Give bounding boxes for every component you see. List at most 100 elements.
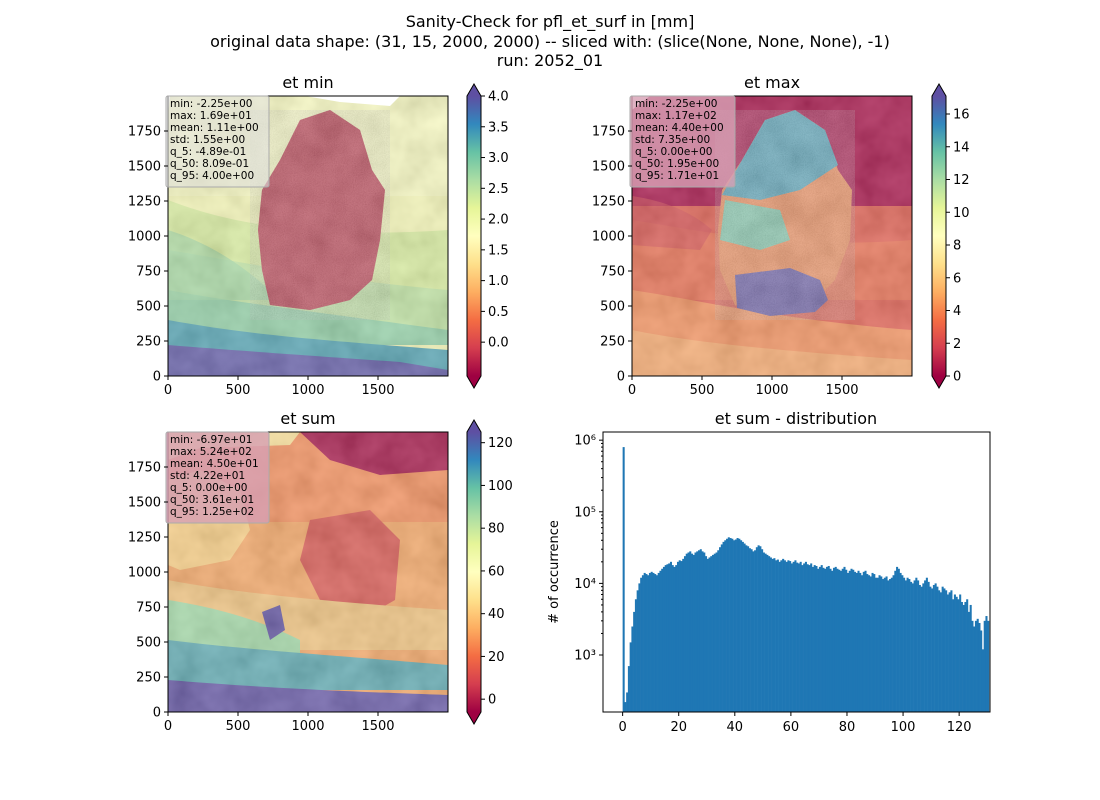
histogram-bar [706, 558, 709, 712]
histogram-bar [759, 546, 762, 712]
histogram-bar [682, 558, 685, 712]
histogram-bar [778, 561, 781, 712]
histogram-bar [671, 565, 674, 712]
histogram-bar [857, 570, 860, 712]
histogram-bar [911, 583, 914, 712]
colorbar-tick-label: 10 [953, 206, 970, 221]
histogram-bar [831, 570, 834, 712]
stats-line: q_95: 1.25e+02 [170, 506, 254, 518]
x-tick-label: 40 [727, 720, 744, 735]
colorbar-tick-label: 2 [953, 337, 961, 352]
histogram-bar [699, 549, 702, 712]
histogram-bar [967, 611, 970, 712]
histogram-bar [885, 576, 888, 712]
histogram-bar [669, 561, 673, 712]
histogram-bar [626, 692, 629, 712]
colorbar-tick-label: 60 [488, 564, 505, 579]
colorbar: 0.0 0.5 1.0 1.5 2.0 2.5 3.0 3.5 4.0 [466, 83, 509, 389]
histogram-bar [934, 583, 937, 712]
figure-title-line-3: run: 2052_01 [496, 51, 604, 70]
histogram-bar [643, 572, 646, 712]
colorbar-gradient [467, 96, 481, 376]
colorbar-extend-min [467, 712, 481, 724]
histogram-bar [652, 572, 655, 712]
histogram-bar [932, 584, 935, 712]
histogram-bar [650, 571, 653, 712]
histogram-bar [859, 572, 862, 712]
histogram-bar [640, 577, 643, 712]
histogram-bar [843, 566, 846, 712]
x-tick-label: 0 [628, 383, 636, 398]
histogram-bar [775, 560, 778, 712]
stats-line: min: -2.25e+00 [170, 98, 252, 110]
histogram-bar [736, 538, 739, 712]
colorbar-outline [466, 419, 482, 725]
histogram-bar [903, 577, 906, 712]
histogram-bar [834, 566, 837, 712]
histogram-bar [836, 568, 839, 712]
y-tick-label: 1500 [128, 160, 161, 175]
histogram-bar [976, 618, 979, 712]
histogram-bar [806, 564, 809, 712]
histogram-bar [657, 572, 660, 712]
histogram-bar [664, 565, 667, 712]
histogram-bar [696, 551, 699, 712]
histogram-bar [743, 543, 746, 712]
histogram-bar [766, 554, 769, 712]
histogram-bar [938, 590, 941, 712]
histogram-bar [924, 580, 927, 712]
stats-line: max: 1.17e+02 [635, 110, 717, 122]
histogram-bar [689, 551, 692, 712]
stats-line: std: 4.22e+01 [170, 470, 245, 482]
histogram-bar [629, 642, 632, 712]
x-tick-label: 1500 [361, 719, 394, 734]
histogram-bar [762, 552, 765, 712]
panel-title: et min [282, 73, 333, 92]
histogram-bar [904, 580, 907, 712]
histogram-bar [894, 570, 897, 712]
histogram-bar [883, 577, 886, 712]
x-tick-label: 500 [226, 719, 251, 734]
y-tick-label: 10⁵ [574, 505, 596, 520]
histogram-bar [634, 599, 637, 712]
histogram-bar [913, 580, 916, 712]
histogram-bar [741, 541, 744, 712]
map-axes: 0 500 1000 1500 0 250 500 750 1000 1250 1500 1750 [128, 461, 395, 735]
stats-line: max: 5.24e+02 [170, 446, 252, 458]
histogram-bar [719, 547, 722, 712]
histogram-bar [680, 561, 683, 712]
histogram-bar [962, 604, 965, 712]
histogram-bar [845, 569, 848, 712]
histogram-bar [943, 588, 946, 712]
colorbar: 0 2 4 6 8 10 12 14 16 [931, 83, 970, 389]
histogram-bar [703, 552, 706, 712]
x-tick-label: 0 [618, 720, 626, 735]
histogram-bar [890, 577, 893, 712]
histogram-bar [948, 592, 951, 712]
histogram-bar [705, 556, 708, 712]
x-tick-label: 500 [690, 383, 715, 398]
histogram-bar [931, 588, 934, 712]
stats-line: mean: 1.11e+00 [170, 122, 259, 134]
histogram-bar [750, 549, 753, 712]
colorbar-tick-label: 8 [953, 239, 961, 254]
histogram-bar [694, 552, 697, 712]
histogram-bar [673, 566, 676, 712]
histogram-bar [768, 556, 771, 712]
x-tick-label: 1500 [361, 383, 394, 398]
y-tick-label: 1500 [592, 160, 625, 175]
histogram-bar [850, 568, 853, 712]
colorbar-tick-label: 14 [953, 140, 970, 155]
histogram-bar [887, 580, 890, 712]
histogram-bar [764, 553, 767, 712]
stats-line: q_50: 3.61e+01 [170, 494, 254, 506]
histogram-bar [712, 554, 715, 712]
histogram-bar [869, 576, 872, 712]
stats-line: q_50: 1.95e+00 [635, 158, 719, 170]
histogram-axes: 0 20 40 60 80 100 120 10³ 10⁴ 10⁵ 10⁶ [574, 434, 971, 735]
histogram-bar [981, 649, 984, 712]
histogram-bar [717, 550, 720, 712]
histogram-bar [917, 580, 920, 712]
histogram-bar [697, 550, 701, 712]
